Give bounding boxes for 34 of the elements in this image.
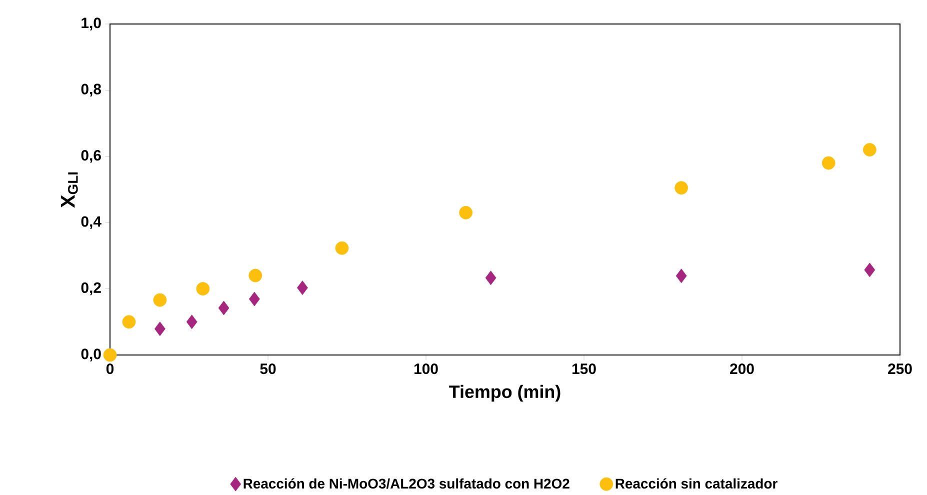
point — [122, 315, 136, 329]
point — [248, 268, 262, 282]
y-tick-label: 0,6 — [81, 150, 101, 163]
legend-label: Reacción sin catalizador — [616, 478, 778, 489]
point — [822, 156, 836, 170]
x-tick-label: 200 — [730, 364, 754, 374]
x-tick-label: 250 — [888, 364, 912, 374]
legend-label: Reacción de Ni-MoO3/AL2O3 sulfatado con H2O2 — [244, 478, 570, 489]
point — [459, 206, 473, 220]
point — [153, 293, 167, 307]
x-axis-title: Tiempo (min) — [449, 384, 560, 402]
point — [218, 300, 230, 316]
y-tick-label: 0,4 — [81, 216, 102, 229]
point — [154, 322, 166, 336]
point — [862, 143, 876, 156]
y-tick-label: 0,0 — [81, 348, 101, 362]
y-tick-label: 0,8 — [81, 84, 102, 97]
x-tick-label: 0 — [106, 364, 114, 374]
point — [196, 282, 210, 296]
point — [864, 262, 876, 278]
point — [335, 241, 349, 255]
point — [103, 348, 117, 362]
y-tick-label: 1,0 — [82, 18, 101, 30]
y-axis-title: X$_{GLI}$ — [60, 172, 78, 208]
x-tick-label: 100 — [414, 364, 438, 374]
point — [676, 268, 687, 284]
point — [248, 292, 260, 306]
x-tick-label: 150 — [572, 364, 596, 374]
point — [297, 280, 308, 295]
y-tick-label: 0,2 — [81, 282, 101, 296]
point — [674, 181, 688, 195]
x-tick-label: 50 — [260, 364, 276, 374]
point — [186, 314, 198, 330]
point — [485, 270, 496, 286]
